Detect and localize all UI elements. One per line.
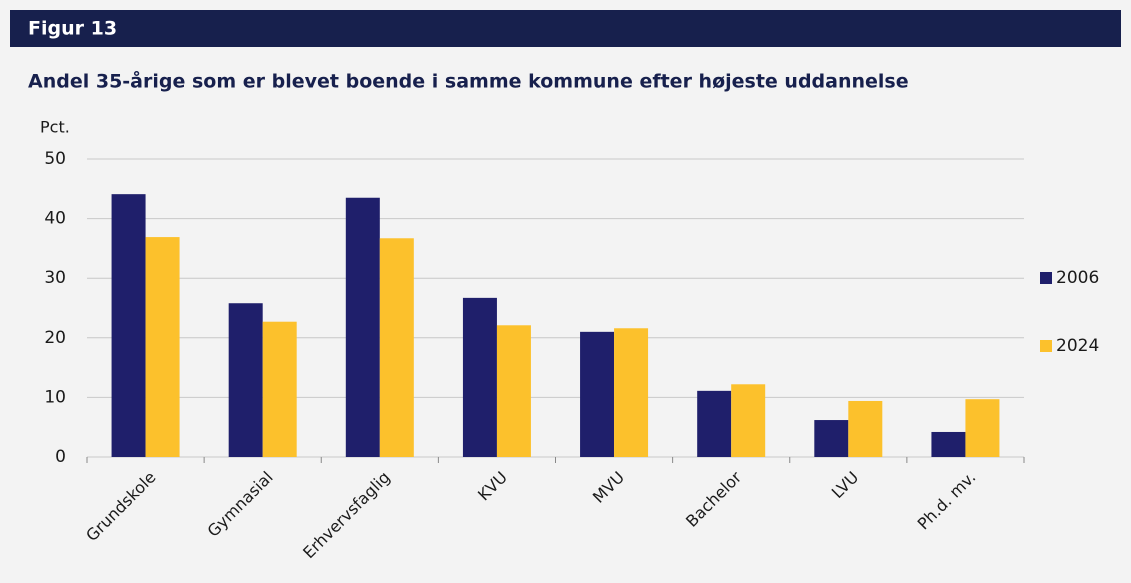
y-tick-label: 30	[44, 268, 66, 288]
legend-label: 2024	[1056, 336, 1099, 356]
bar	[814, 420, 849, 457]
bar	[462, 297, 497, 457]
y-tick-label: 20	[44, 328, 66, 348]
x-tick-label: LVU	[828, 468, 863, 503]
bar	[228, 303, 263, 457]
x-tick-label: KVU	[474, 468, 511, 505]
x-tick-label: Bachelor	[682, 467, 745, 530]
legend-swatch	[1040, 340, 1052, 352]
bar	[580, 331, 615, 457]
bar	[848, 400, 883, 457]
x-tick-label: Gymnasial	[204, 468, 277, 541]
legend-label: 2006	[1056, 268, 1099, 288]
bar	[965, 399, 1000, 457]
x-tick-label: MVU	[589, 468, 628, 507]
y-tick-label: 50	[44, 149, 66, 169]
bar	[496, 325, 531, 457]
legend-swatch	[1040, 272, 1052, 284]
bar	[614, 328, 649, 457]
header: Figur 13	[28, 18, 117, 40]
bar	[697, 390, 732, 457]
bar	[731, 384, 766, 457]
x-tick-label: Ph.d. mv.	[914, 468, 980, 534]
bar	[379, 238, 414, 457]
y-tick-label: 0	[55, 447, 66, 467]
header-bar	[10, 10, 1121, 47]
y-axis-label: Pct.	[40, 118, 70, 137]
y-tick-label: 10	[44, 387, 66, 407]
bar	[262, 321, 297, 457]
y-tick-label: 40	[44, 209, 66, 229]
x-tick-label: Erhvervsfaglig	[299, 468, 394, 563]
chart-title: Andel 35-årige som er blevet boende i sa…	[28, 69, 909, 93]
bar	[345, 197, 380, 458]
bar	[931, 431, 966, 457]
x-tick-label: Grundskole	[82, 468, 159, 545]
bar	[145, 237, 180, 457]
bar	[111, 194, 146, 457]
